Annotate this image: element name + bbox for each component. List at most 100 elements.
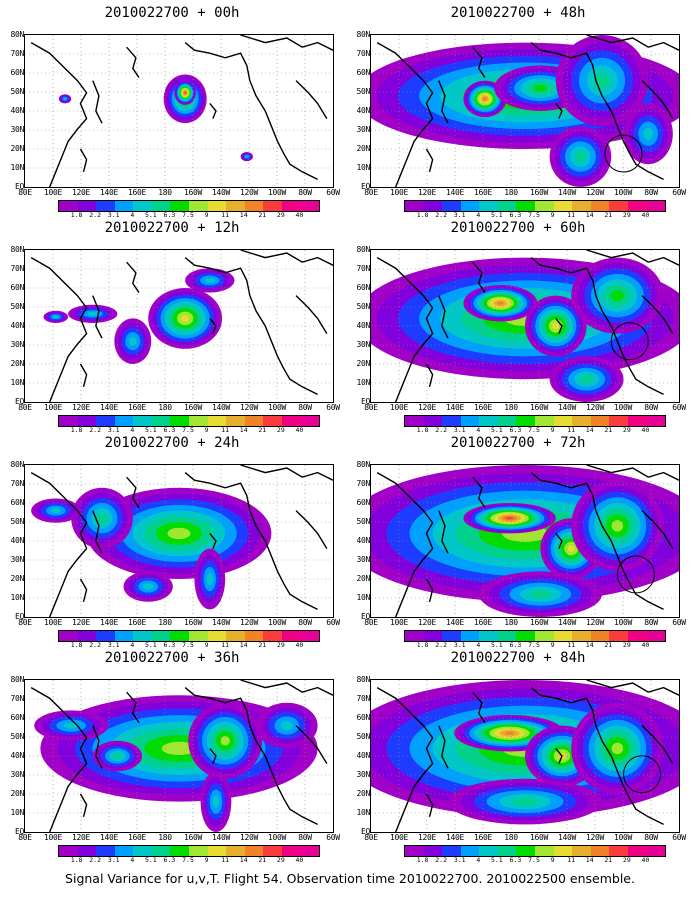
lon-label: 120E: [71, 403, 91, 412]
coastline: [30, 256, 88, 402]
map-panel-p24: 2010022700 + 24h 80N 70N 60N 50N 40N 30N 20N 10N…: [2, 434, 342, 654]
lat-label: 40N: [356, 536, 370, 545]
colorbar-swatch: [497, 631, 517, 641]
colorbar-label: 14: [239, 426, 248, 434]
lon-label: 160E: [473, 403, 493, 412]
colorbar-swatch: [263, 416, 282, 426]
colorbar-swatch: [460, 846, 480, 856]
colorbar-label: 9: [204, 641, 209, 649]
lon-label: 140E: [99, 618, 119, 627]
colorbar-swatch: [572, 631, 591, 641]
lat-label: 60N: [356, 713, 370, 722]
colorbar-label: 2.2: [435, 641, 448, 649]
lon-label: 160W: [183, 618, 203, 627]
colorbar-label: 6.3: [509, 426, 522, 434]
colorbar-swatch: [281, 201, 301, 211]
lon-label: 60W: [672, 188, 686, 197]
colorbar-label: 40: [641, 211, 650, 219]
lat-label: 10N: [356, 593, 370, 602]
lon-label: 140E: [99, 833, 119, 842]
colorbar-label: 3.1: [453, 856, 466, 864]
coastline: [92, 295, 103, 339]
colorbar-swatch: [460, 416, 480, 426]
colorbar-label: 40: [295, 856, 304, 864]
colorbar-swatch: [300, 846, 320, 856]
coastline: [438, 295, 449, 339]
map-area: [24, 34, 334, 188]
colorbar-swatch: [77, 631, 97, 641]
coastline: [126, 261, 140, 293]
colorbar-swatch: [133, 631, 152, 641]
colorbar-label: 9: [550, 426, 555, 434]
variance-contour: [611, 520, 624, 532]
lon-label: 140W: [211, 188, 231, 197]
colorbar: [404, 200, 666, 212]
lon-label: 120E: [71, 833, 91, 842]
lon-label: 100E: [43, 403, 63, 412]
lat-label: 20N: [10, 574, 24, 583]
colorbar-swatch: [627, 201, 647, 211]
lat-label: 40N: [10, 751, 24, 760]
colorbar: [58, 845, 320, 857]
lon-label: 80W: [644, 188, 658, 197]
colorbar-swatch: [423, 201, 443, 211]
lon-label: 140W: [557, 188, 577, 197]
colorbar-swatch: [59, 416, 78, 426]
lon-label: 80W: [298, 833, 312, 842]
lat-label: 60N: [356, 498, 370, 507]
coastline: [126, 46, 140, 78]
colorbar-swatch: [226, 416, 245, 426]
colorbar-swatch: [170, 201, 190, 211]
lon-label: 180: [504, 403, 518, 412]
variance-contour: [497, 301, 504, 305]
colorbar-label: 29: [622, 641, 631, 649]
lon-label: 100E: [389, 188, 409, 197]
lon-label: 120W: [585, 188, 605, 197]
colorbar-swatch: [609, 201, 628, 211]
lat-label: 40N: [356, 751, 370, 760]
lon-label: 140E: [445, 403, 465, 412]
colorbar-swatch: [405, 631, 424, 641]
colorbar-label: 2.2: [89, 856, 102, 864]
colorbar-swatch: [516, 631, 536, 641]
coastline: [79, 578, 88, 602]
colorbar-swatch: [535, 631, 554, 641]
colorbar-swatch: [423, 416, 443, 426]
colorbar-label: 9: [550, 211, 555, 219]
colorbar-label: 3.1: [107, 641, 120, 649]
colorbar-swatch: [281, 846, 301, 856]
coastline: [641, 510, 674, 549]
lon-label: 160E: [127, 833, 147, 842]
lat-label: 80N: [356, 675, 370, 684]
lat-label: 10N: [10, 593, 24, 602]
lon-label: 120W: [585, 403, 605, 412]
colorbar-label: 6.3: [509, 211, 522, 219]
lon-label: 120E: [417, 833, 437, 842]
colorbar-swatch: [516, 201, 536, 211]
observation-circle: [623, 755, 662, 794]
map-area: [370, 34, 680, 188]
colorbar-swatch: [442, 846, 461, 856]
colorbar-swatch: [572, 416, 591, 426]
lat-label: 40N: [356, 106, 370, 115]
map-panel-p12: 2010022700 + 12h 80N 70N 60N 50N 40N 30N 20N 10N…: [2, 219, 342, 439]
colorbar-label: 7.5: [182, 426, 194, 434]
lat-label: 50N: [356, 732, 370, 741]
coastline: [209, 317, 217, 334]
lon-axis: 80E 100E 120E 140E 160E 180 160W 140W 120W 100W 80…: [18, 833, 340, 843]
lat-label: 70N: [10, 49, 24, 58]
observation-circle: [604, 134, 643, 173]
colorbar-label: 9: [550, 641, 555, 649]
colorbar: [404, 630, 666, 642]
map-area: [24, 464, 334, 618]
variance-contour: [643, 127, 654, 140]
lon-label: 80E: [364, 618, 378, 627]
colorbar-labels: 1.8 2.2 3.1 4 5.1 6.3 7.5 9 11 14 21 29 40: [404, 426, 666, 435]
lat-label: 80N: [10, 460, 24, 469]
lon-label: 160E: [127, 403, 147, 412]
lon-label: 100W: [267, 403, 287, 412]
coastline: [184, 687, 318, 826]
colorbar-swatch: [114, 846, 134, 856]
colorbar-label: 21: [258, 426, 267, 434]
lon-label: 100E: [389, 833, 409, 842]
